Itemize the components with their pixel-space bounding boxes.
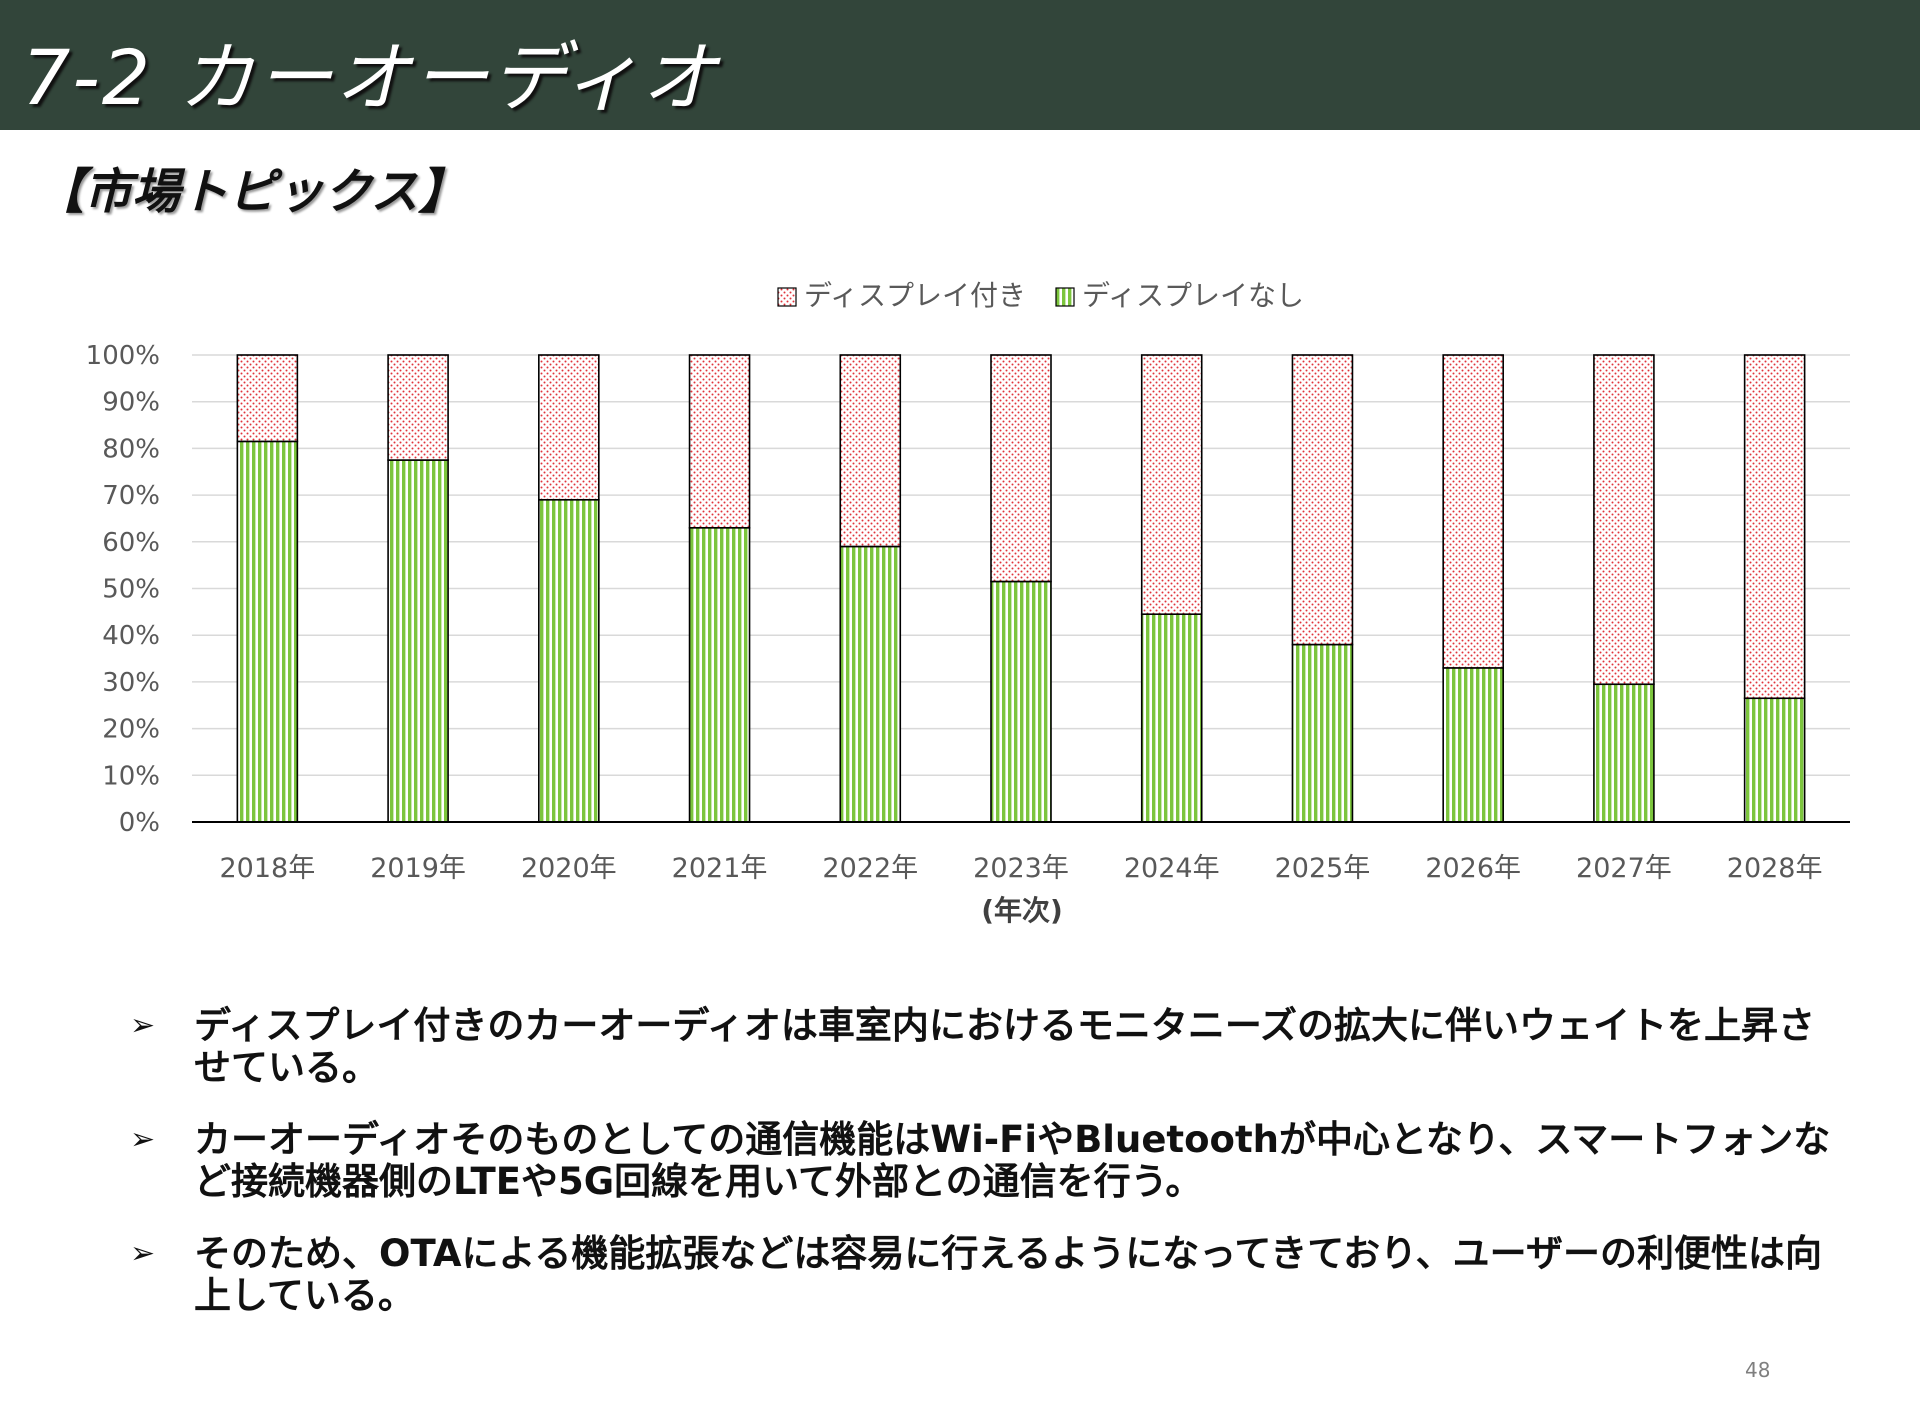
bar-segment-no-display xyxy=(1743,697,1806,823)
legend-swatch xyxy=(777,287,797,307)
bullet-item: ➢ ディスプレイ付きのカーオーディオは車室内におけるモニタニーズの拡大に伴いウェ… xyxy=(130,1005,1850,1089)
bullet-text: ディスプレイ付きのカーオーディオは車室内におけるモニタニーズの拡大に伴いウェイト… xyxy=(194,1004,1815,1089)
bar-segment-with-display xyxy=(688,354,751,529)
chart-legend: ディスプレイ付き ディスプレイなし xyxy=(777,279,1304,312)
y-tick-label: 90% xyxy=(102,388,160,418)
bullet-item: ➢ そのため、OTAによる機能拡張などは容易に行えるようになってきており、ユーザ… xyxy=(130,1233,1850,1317)
y-tick-label: 70% xyxy=(102,481,160,511)
bar-segment-no-display xyxy=(839,545,902,823)
stacked-bar-chart: ディスプレイ付き ディスプレイなし 0% 10% 20% 30% 40% 50% 60% 70%… xyxy=(86,279,1850,927)
y-tick-label: 50% xyxy=(102,575,160,605)
x-tick-label: 2023年 xyxy=(973,853,1069,884)
bullet-text: カーオーディオそのものとしての通信機能はWi-FiやBluetoothが中心とな… xyxy=(194,1118,1831,1203)
y-tick-label: 60% xyxy=(102,528,160,558)
bullet-arrow-icon: ➢ xyxy=(130,1122,156,1157)
legend-label: ディスプレイ付き xyxy=(804,279,1026,312)
bar-segment-no-display xyxy=(236,440,299,823)
bar-segment-with-display xyxy=(1291,354,1354,646)
y-tick-label: 10% xyxy=(102,761,160,791)
bullet-arrow-icon: ➢ xyxy=(130,1236,156,1271)
page-number: 48 xyxy=(1745,1358,1771,1382)
bar-segment-with-display xyxy=(1140,354,1203,615)
bar-segment-no-display xyxy=(538,498,600,823)
bullet-item: ➢ カーオーディオそのものとしての通信機能はWi-FiやBluetoothが中心… xyxy=(130,1119,1850,1203)
y-tick-label: 30% xyxy=(102,668,160,698)
bar-segment-no-display xyxy=(387,459,449,823)
bar-segment-with-display xyxy=(1442,354,1504,669)
bullet-arrow-icon: ➢ xyxy=(130,1008,156,1043)
x-tick-label: 2028年 xyxy=(1727,853,1823,884)
x-axis: 2018年 2019年 2020年 2021年 2022年 2023年 2024年 2025年… xyxy=(192,821,1850,927)
bullet-text: そのため、OTAによる機能拡張などは容易に行えるようになってきており、ユーザーの… xyxy=(194,1232,1822,1317)
bar-segment-no-display xyxy=(688,526,751,823)
bar-segment-no-display xyxy=(1291,643,1354,823)
x-tick-label: 2018年 xyxy=(220,853,316,884)
bar-segment-with-display xyxy=(236,354,299,443)
x-tick-label: 2022年 xyxy=(822,853,918,884)
title-bar: 7-2 カーオーディオ xyxy=(0,0,1920,130)
x-tick-label: 2024年 xyxy=(1124,853,1220,884)
bar-segment-no-display xyxy=(1593,683,1655,823)
bar-segment-with-display xyxy=(1743,354,1806,700)
bar-segment-with-display xyxy=(1593,354,1655,686)
y-axis: 0% 10% 20% 30% 40% 50% 60% 70% 80% 90% 100% xyxy=(86,341,160,838)
legend-swatch xyxy=(1055,287,1075,307)
x-tick-label: 2019年 xyxy=(370,853,466,884)
bar-segment-with-display xyxy=(990,354,1052,583)
bar-segment-with-display xyxy=(839,354,902,548)
bar-segment-no-display xyxy=(1442,667,1504,823)
y-tick-label: 20% xyxy=(102,715,160,745)
x-tick-label: 2025年 xyxy=(1275,853,1371,884)
bar-segment-with-display xyxy=(538,354,600,501)
x-axis-title: (年次) xyxy=(981,894,1063,927)
x-tick-label: 2026年 xyxy=(1425,853,1521,884)
section-heading: 【市場トピックス】 xyxy=(36,164,467,220)
x-tick-label: 2020年 xyxy=(521,853,617,884)
y-tick-label: 0% xyxy=(119,808,160,838)
bar-segment-with-display xyxy=(387,354,449,461)
legend-label: ディスプレイなし xyxy=(1082,279,1304,312)
x-tick-label: 2027年 xyxy=(1576,853,1672,884)
x-tick-label: 2021年 xyxy=(672,853,768,884)
y-tick-label: 100% xyxy=(86,341,160,371)
slide-title: 7-2 カーオーディオ xyxy=(22,33,719,122)
y-tick-label: 40% xyxy=(102,621,160,651)
bar-segment-no-display xyxy=(1140,613,1203,823)
bullet-list: ➢ ディスプレイ付きのカーオーディオは車室内におけるモニタニーズの拡大に伴いウェ… xyxy=(130,1005,1850,1347)
y-tick-label: 80% xyxy=(102,434,160,464)
bar-segment-no-display xyxy=(990,580,1052,823)
